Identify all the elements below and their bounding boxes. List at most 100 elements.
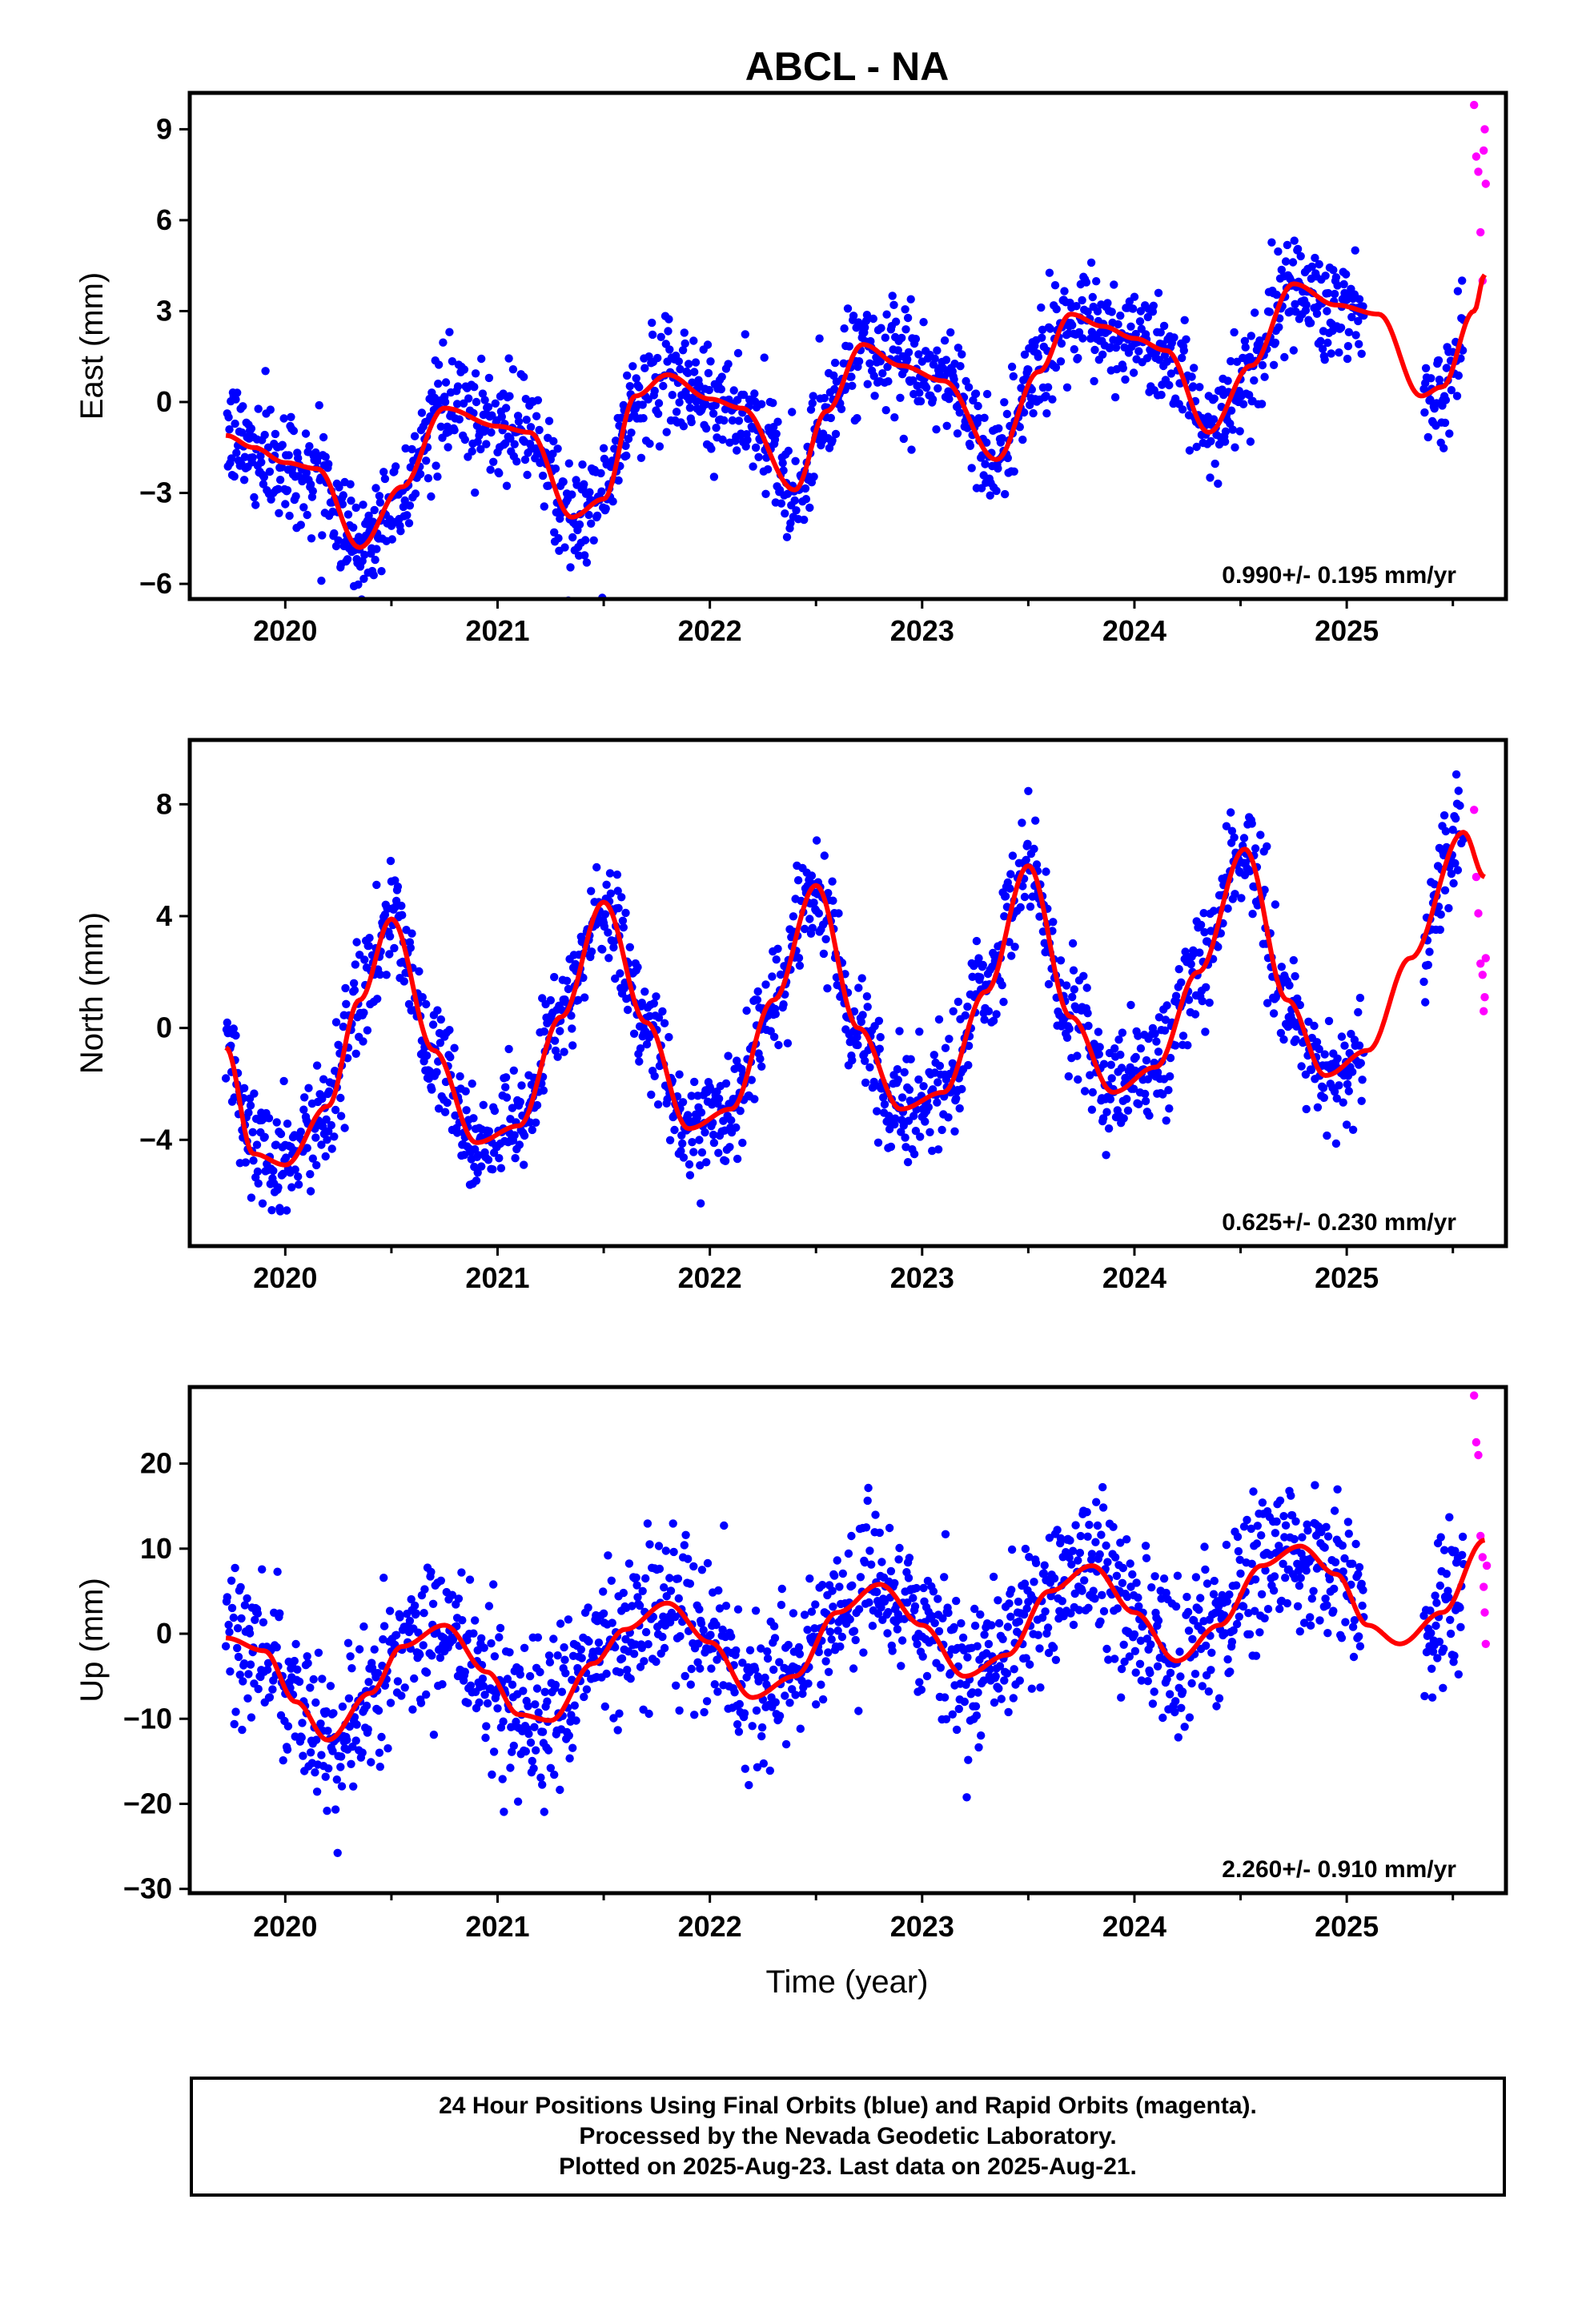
final-orbit-point (373, 1669, 383, 1678)
final-orbit-point (1236, 1569, 1245, 1578)
final-orbit-point (1185, 1713, 1195, 1722)
final-orbit-point (807, 1607, 817, 1616)
final-orbit-point (1097, 1530, 1106, 1539)
final-orbit-point (1276, 1028, 1286, 1038)
final-orbit-point (1337, 1634, 1347, 1642)
final-orbit-point (814, 1647, 823, 1657)
final-orbit-point (901, 1143, 910, 1152)
final-orbit-point (338, 500, 347, 509)
final-orbit-point (568, 1041, 577, 1050)
final-orbit-point (247, 1193, 256, 1202)
final-orbit-point (690, 368, 699, 376)
final-orbit-point (1291, 308, 1300, 316)
final-orbit-point (793, 876, 803, 885)
final-orbit-point (1275, 1604, 1284, 1614)
final-orbit-point (1271, 338, 1280, 348)
final-orbit-point (1142, 1055, 1151, 1065)
final-orbit-point (1263, 1605, 1273, 1614)
final-orbit-point (386, 856, 396, 866)
final-orbit-point (672, 408, 681, 416)
final-orbit-point (399, 502, 408, 512)
final-orbit-point (909, 1594, 917, 1602)
final-orbit-point (259, 472, 268, 481)
final-orbit-point (308, 487, 317, 496)
final-orbit-point (1347, 312, 1356, 322)
final-orbit-point (1118, 1578, 1127, 1588)
final-orbit-point (1110, 1655, 1119, 1663)
final-orbit-point (251, 501, 260, 509)
final-orbit-point (1067, 1560, 1076, 1569)
final-orbit-point (619, 1588, 628, 1598)
final-orbit-point (1062, 981, 1071, 990)
final-orbit-point (901, 305, 909, 314)
final-orbit-point (1222, 822, 1231, 830)
final-orbit-point (982, 389, 992, 399)
final-orbit-point (225, 425, 234, 434)
final-orbit-point (991, 1672, 1000, 1681)
final-orbit-point (1098, 1503, 1108, 1512)
final-orbit-point (1426, 1606, 1435, 1615)
final-orbit-point (665, 345, 674, 354)
final-orbit-point (976, 1610, 985, 1619)
final-orbit-point (498, 1775, 507, 1783)
final-orbit-point (339, 491, 347, 500)
final-orbit-point (1035, 912, 1044, 921)
final-orbit-point (520, 1131, 529, 1140)
final-orbit-point (440, 1108, 450, 1116)
final-orbit-point (329, 1709, 338, 1718)
final-orbit-point (1018, 882, 1027, 891)
velocity-annotation: 0.625+/- 0.230 mm/yr (1222, 1209, 1456, 1236)
final-orbit-point (363, 1026, 372, 1035)
final-orbit-point (428, 1085, 436, 1094)
final-orbit-point (1143, 312, 1153, 322)
final-orbit-point (894, 1555, 903, 1564)
final-orbit-point (605, 869, 615, 878)
final-orbit-point (1320, 356, 1329, 364)
final-orbit-point (284, 451, 293, 460)
final-orbit-point (1123, 1106, 1133, 1116)
final-orbit-point (540, 1687, 549, 1696)
final-orbit-point (1134, 1100, 1143, 1109)
final-orbit-point (434, 1104, 444, 1113)
final-orbit-point (1042, 409, 1051, 418)
final-orbit-point (930, 1618, 939, 1628)
final-orbit-point (867, 1560, 876, 1569)
final-orbit-point (1109, 1522, 1118, 1531)
final-orbit-point (1315, 259, 1323, 269)
final-orbit-point (1073, 1051, 1082, 1060)
final-orbit-point (885, 1112, 893, 1120)
final-orbit-point (801, 495, 811, 504)
final-orbit-point (1307, 262, 1317, 271)
final-orbit-point (998, 434, 1006, 443)
final-orbit-point (713, 1687, 722, 1696)
final-orbit-point (733, 446, 741, 455)
final-orbit-point (359, 1037, 367, 1046)
final-orbit-point (274, 1183, 283, 1192)
final-orbit-point (1255, 1628, 1264, 1637)
final-orbit-point (347, 497, 355, 505)
rapid-orbit-point (1474, 909, 1483, 918)
final-orbit-point (272, 1642, 281, 1652)
final-orbit-point (1048, 395, 1057, 404)
final-orbit-point (1005, 1599, 1014, 1608)
final-orbit-point (436, 1039, 445, 1047)
final-orbit-point (404, 519, 414, 528)
final-orbit-point (283, 1120, 292, 1128)
final-orbit-point (1068, 939, 1078, 948)
final-orbit-point (416, 469, 425, 479)
final-orbit-point (865, 359, 874, 368)
final-orbit-point (1432, 1598, 1441, 1607)
final-orbit-point (1103, 1558, 1112, 1566)
final-orbit-point (1166, 1072, 1174, 1081)
final-orbit-point (1289, 346, 1299, 355)
final-orbit-point (1420, 408, 1429, 417)
final-orbit-point (791, 1691, 800, 1699)
final-orbit-point (480, 396, 489, 404)
final-orbit-point (897, 1128, 905, 1136)
final-orbit-point (584, 1603, 592, 1612)
final-orbit-point (599, 1587, 608, 1596)
final-orbit-point (1117, 1693, 1126, 1702)
final-orbit-point (1130, 1647, 1140, 1655)
final-orbit-point (436, 422, 445, 431)
final-orbit-point (1083, 1009, 1092, 1018)
